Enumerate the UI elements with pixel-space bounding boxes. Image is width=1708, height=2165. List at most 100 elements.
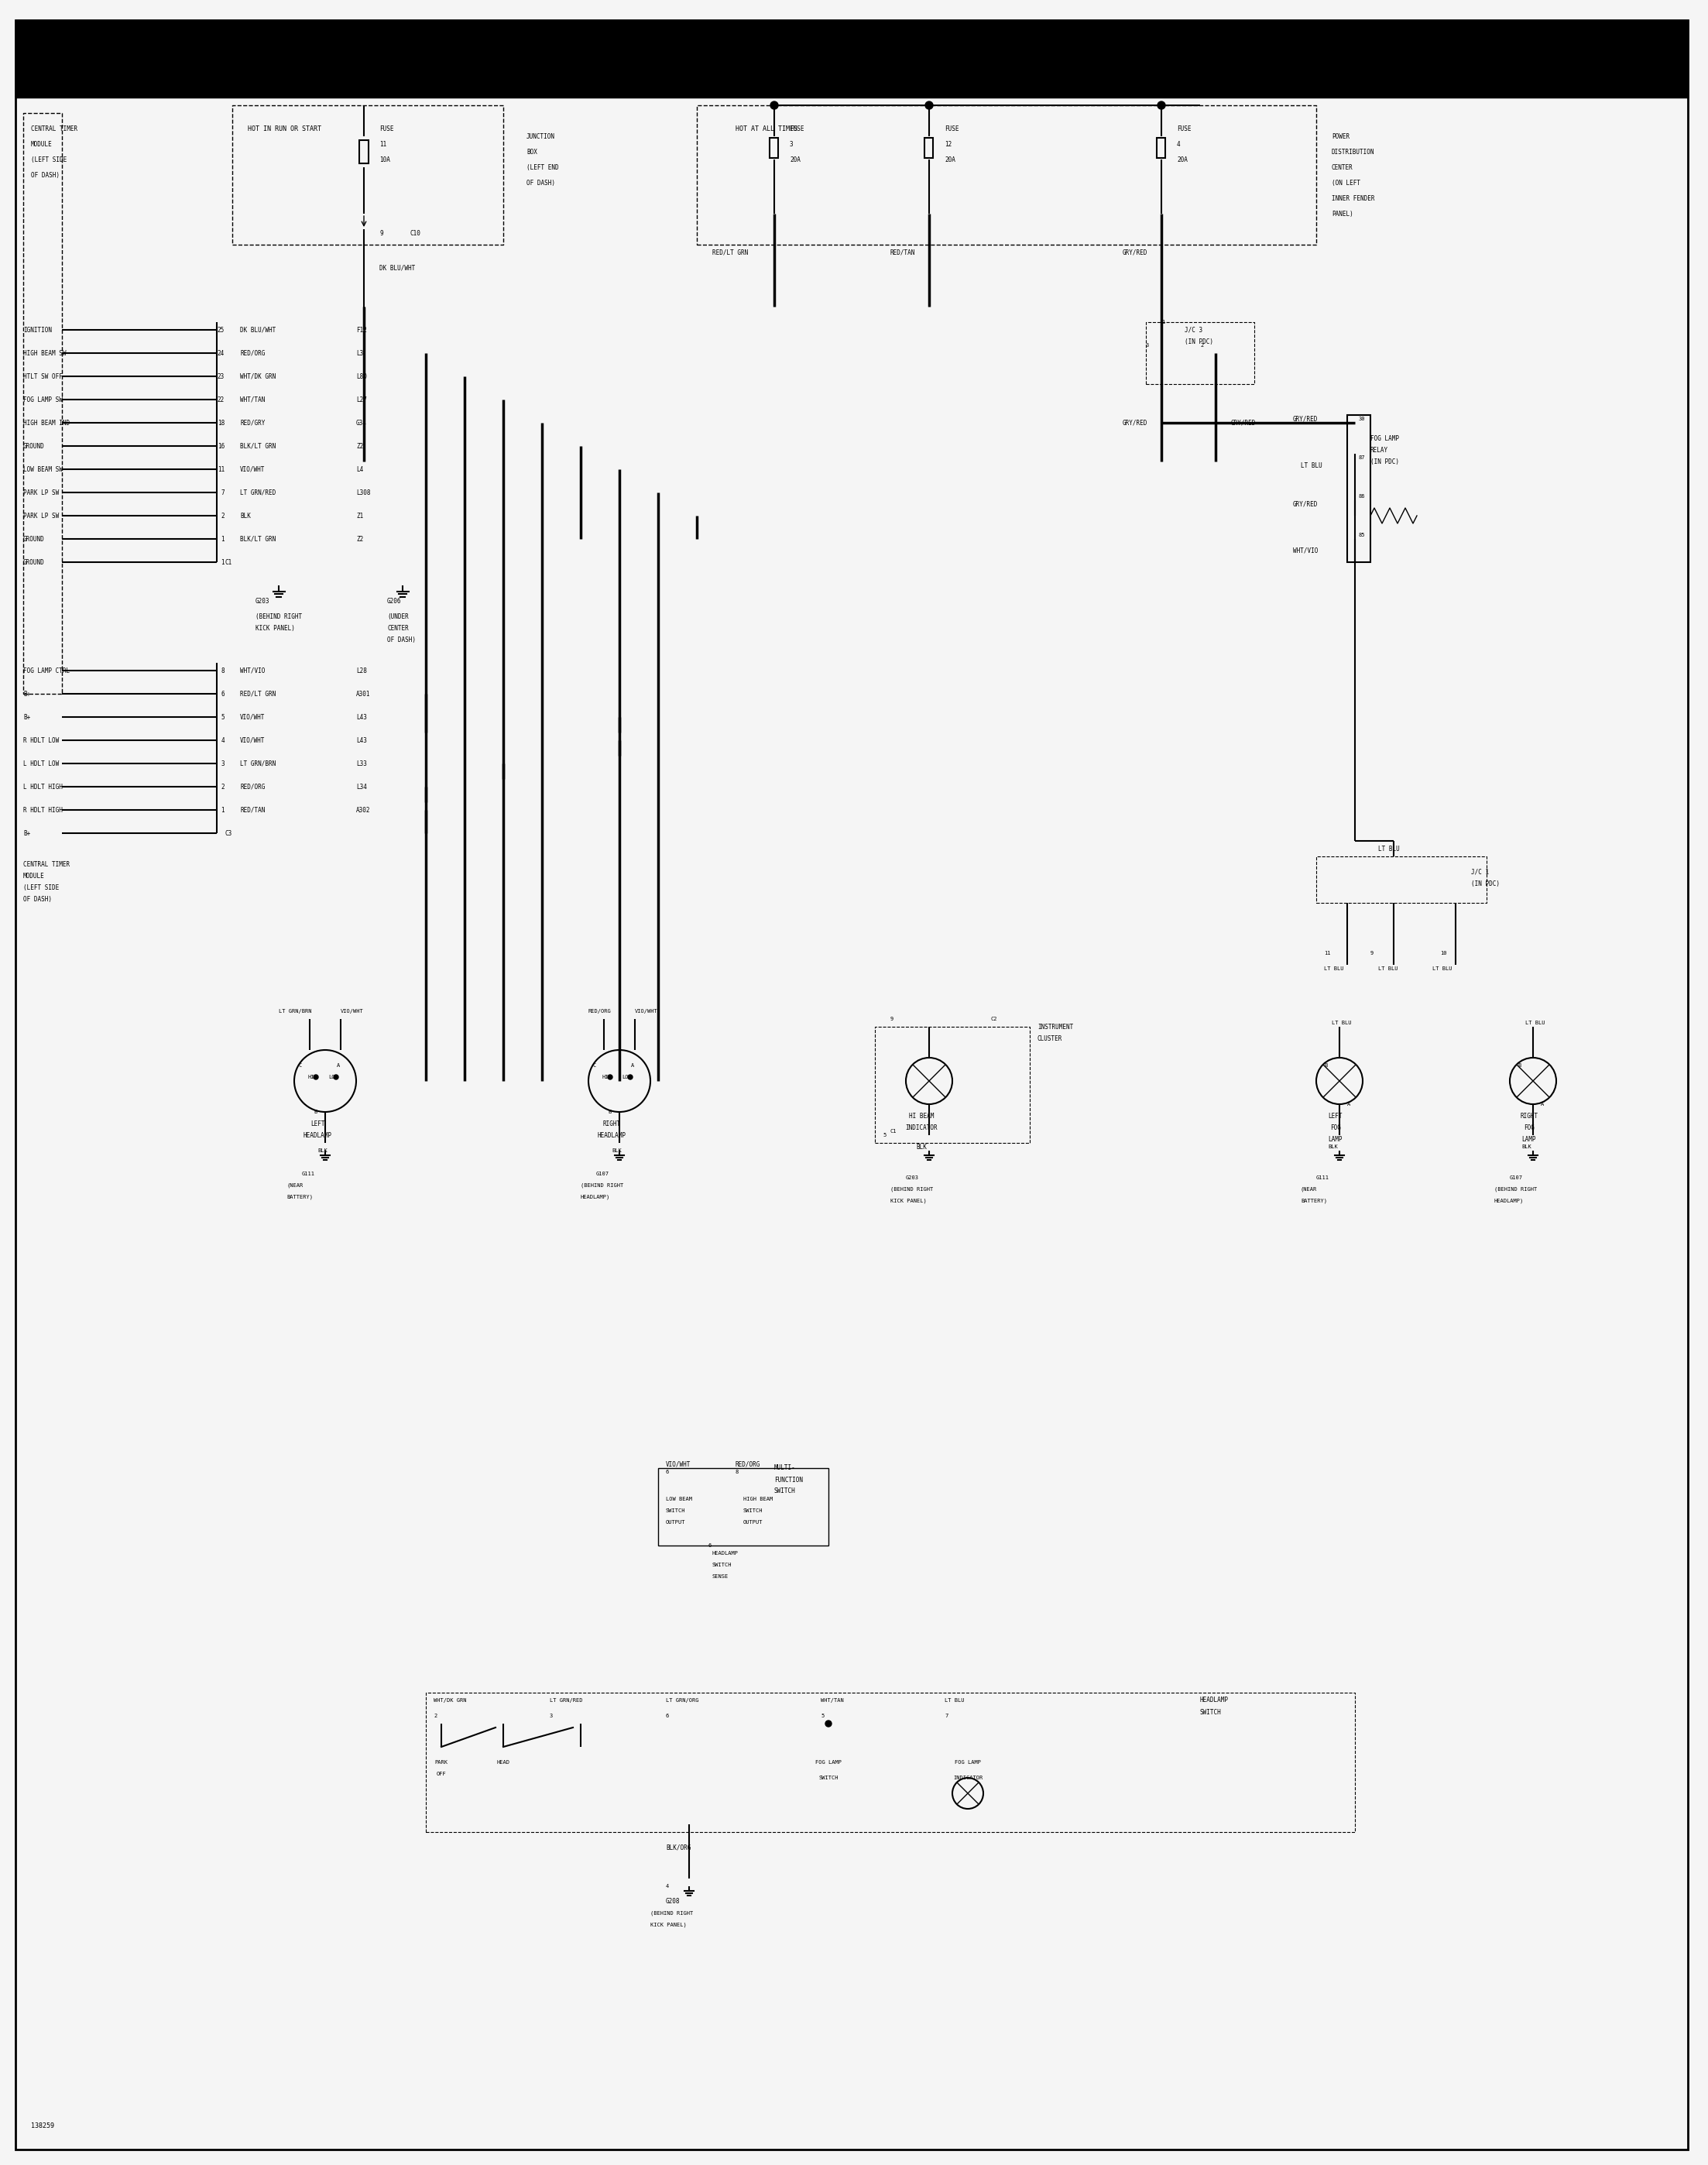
Text: G208: G208: [666, 1899, 680, 1905]
Text: FOG LAMP CTRL: FOG LAMP CTRL: [24, 667, 70, 673]
Text: 20A: 20A: [789, 156, 801, 162]
Text: RED/ORG: RED/ORG: [736, 1461, 760, 1468]
Text: (BEHIND RIGHT: (BEHIND RIGHT: [651, 1912, 693, 1916]
Text: FOG LAMP: FOG LAMP: [1370, 435, 1399, 442]
Text: FUNCTION: FUNCTION: [774, 1477, 803, 1483]
Text: CENTRAL TIMER: CENTRAL TIMER: [31, 126, 77, 132]
Circle shape: [926, 102, 933, 108]
Text: HIGH BEAM SW: HIGH BEAM SW: [24, 349, 67, 357]
Text: KICK PANEL): KICK PANEL): [890, 1199, 926, 1204]
Text: 5: 5: [220, 714, 224, 721]
Text: 25: 25: [217, 327, 224, 333]
Circle shape: [608, 1074, 613, 1080]
Text: (BEHIND RIGHT: (BEHIND RIGHT: [1494, 1186, 1537, 1193]
Text: 16: 16: [217, 442, 224, 450]
Text: 2: 2: [220, 784, 224, 790]
Text: RED/ORG: RED/ORG: [589, 1009, 611, 1013]
Circle shape: [1158, 102, 1165, 108]
Text: CENTRAL TIMER: CENTRAL TIMER: [24, 862, 70, 868]
Text: LT GRN/RED: LT GRN/RED: [550, 1697, 582, 1702]
Text: (LEFT END: (LEFT END: [526, 165, 559, 171]
Text: 9: 9: [379, 229, 383, 236]
Text: OUTPUT: OUTPUT: [666, 1520, 685, 1524]
Text: RED/LT GRN: RED/LT GRN: [712, 249, 748, 255]
Bar: [15, 19, 1688, 97]
Text: DK BLU/WHT: DK BLU/WHT: [241, 327, 275, 333]
Text: KICK PANEL): KICK PANEL): [651, 1923, 687, 1927]
Text: (BEHIND RIGHT: (BEHIND RIGHT: [890, 1186, 933, 1193]
Text: F12: F12: [357, 327, 367, 333]
Text: LT BLU: LT BLU: [1433, 966, 1452, 970]
Text: BLK/LT GRN: BLK/LT GRN: [241, 535, 275, 543]
Text: OUTPUT: OUTPUT: [743, 1520, 763, 1524]
Text: 8: 8: [736, 1470, 740, 1474]
Text: VIO/WHT: VIO/WHT: [666, 1461, 692, 1468]
Text: 3: 3: [1146, 342, 1149, 349]
Text: BLK: BLK: [915, 1143, 927, 1150]
Text: LT GRN/BRN: LT GRN/BRN: [278, 1009, 311, 1013]
Text: C1: C1: [890, 1128, 897, 1134]
Text: BLK: BLK: [611, 1147, 622, 1154]
Text: LO: LO: [622, 1074, 629, 1080]
Text: B: B: [608, 1111, 611, 1115]
Text: 4: 4: [1177, 141, 1180, 147]
Text: FUSE: FUSE: [945, 126, 958, 132]
Text: 1: 1: [1161, 320, 1165, 325]
Text: J/C 1: J/C 1: [1471, 868, 1489, 875]
Text: (BEHIND RIGHT: (BEHIND RIGHT: [581, 1182, 623, 1189]
Text: LT BLU: LT BLU: [1378, 966, 1397, 970]
Text: 20A: 20A: [1177, 156, 1187, 162]
Text: HI: HI: [307, 1074, 314, 1080]
Text: RELAY: RELAY: [1370, 446, 1389, 452]
Text: GROUND: GROUND: [24, 442, 44, 450]
Text: A: A: [1541, 1102, 1544, 1106]
Text: FOG LAMP: FOG LAMP: [955, 1760, 980, 1764]
Text: HOT AT ALL TIMES: HOT AT ALL TIMES: [736, 126, 798, 132]
Text: WHT/TAN: WHT/TAN: [241, 396, 265, 403]
Text: 20A: 20A: [945, 156, 955, 162]
Text: 23: 23: [217, 372, 224, 379]
Text: SWITCH: SWITCH: [712, 1563, 733, 1567]
Text: GRY/RED: GRY/RED: [1293, 500, 1319, 507]
Text: B+: B+: [24, 829, 31, 836]
Text: 3: 3: [220, 760, 224, 766]
Text: BLK/ORG: BLK/ORG: [666, 1845, 692, 1851]
Text: INDICATOR: INDICATOR: [905, 1124, 938, 1130]
Bar: [359, 141, 369, 162]
Text: PARK: PARK: [436, 1760, 447, 1764]
Text: 10A: 10A: [379, 156, 389, 162]
Text: LEFT: LEFT: [1329, 1113, 1342, 1119]
Text: BATTERY): BATTERY): [287, 1195, 313, 1199]
Text: WHT/TAN: WHT/TAN: [822, 1697, 844, 1702]
Text: RED/TAN: RED/TAN: [241, 805, 265, 814]
Text: 11: 11: [1324, 950, 1331, 955]
Text: 6: 6: [220, 691, 224, 697]
Text: CENTER: CENTER: [1332, 165, 1353, 171]
Text: L3: L3: [357, 349, 364, 357]
Text: BLK/LT GRN: BLK/LT GRN: [241, 442, 275, 450]
Text: DISTRIBUTION: DISTRIBUTION: [1332, 147, 1375, 156]
Text: CLUSTER: CLUSTER: [1037, 1035, 1062, 1041]
Circle shape: [825, 1721, 832, 1728]
Text: A: A: [336, 1063, 340, 1067]
Text: LT GRN/BRN: LT GRN/BRN: [241, 760, 275, 766]
Text: LOW BEAM SW: LOW BEAM SW: [24, 465, 63, 472]
Text: 9: 9: [890, 1018, 893, 1022]
Circle shape: [629, 1074, 632, 1080]
Text: INDICATOR: INDICATOR: [953, 1775, 982, 1780]
Text: LT BLU: LT BLU: [1378, 844, 1399, 853]
Text: L4: L4: [357, 465, 364, 472]
Circle shape: [314, 1074, 318, 1080]
Text: 10: 10: [1440, 950, 1447, 955]
Text: 12: 12: [945, 141, 951, 147]
Text: G111: G111: [1317, 1176, 1329, 1180]
Text: B: B: [1517, 1063, 1520, 1067]
Text: (IN PDC): (IN PDC): [1471, 879, 1500, 888]
Text: SENSE: SENSE: [712, 1574, 729, 1578]
Text: C10: C10: [410, 229, 422, 236]
Text: LT GRN/RED: LT GRN/RED: [241, 489, 275, 496]
Text: A: A: [630, 1063, 634, 1067]
Text: B+: B+: [24, 691, 31, 697]
Text: (BEHIND RIGHT: (BEHIND RIGHT: [256, 613, 302, 619]
Text: 24: 24: [217, 349, 224, 357]
